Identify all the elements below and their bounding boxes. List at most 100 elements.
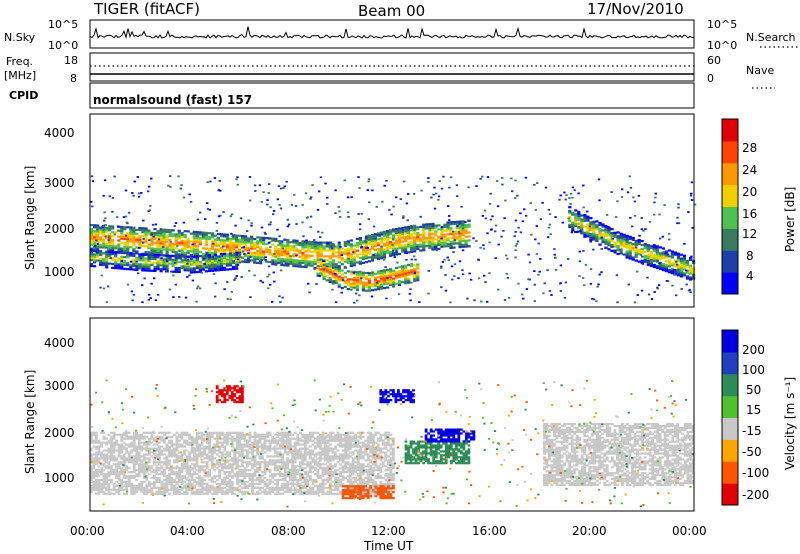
power-cell [592, 248, 595, 251]
power-cell [225, 235, 230, 238]
power-cell [271, 253, 275, 256]
power-cell [656, 259, 659, 262]
power-cell [625, 236, 629, 239]
power-cell [355, 275, 359, 278]
power-cell [235, 238, 239, 241]
power-cell [404, 236, 408, 239]
power-cell [559, 194, 562, 197]
power-cell [453, 263, 457, 266]
power-cell [235, 240, 239, 243]
power-cell [204, 247, 208, 250]
velocity-cell [122, 484, 126, 487]
power-cell [611, 238, 614, 240]
power-cell [262, 236, 266, 239]
power-cell [691, 226, 694, 229]
power-cell [410, 229, 414, 232]
power-cell [244, 260, 248, 263]
velocity-cell [132, 435, 136, 438]
power-cell [486, 176, 490, 178]
velocity-cell [190, 478, 194, 482]
power-cell [113, 175, 116, 178]
power-cell [280, 240, 284, 243]
velocity-cell [248, 451, 252, 454]
velocity-cell [230, 492, 234, 495]
velocity-cell [122, 492, 126, 495]
velocity-cell [303, 447, 307, 450]
power-cell [355, 279, 359, 282]
power-cell [340, 254, 343, 257]
power-cell [407, 193, 410, 195]
velocity-cell [220, 437, 224, 440]
power-cell [455, 220, 459, 223]
velocity-cell [241, 455, 244, 458]
velocity-cell [311, 492, 315, 495]
power-cell [403, 180, 406, 183]
velocity-cell [223, 459, 227, 462]
power-cell [655, 251, 659, 254]
power-cell [376, 242, 381, 245]
power-cell [373, 278, 378, 281]
velocity-cell [238, 478, 242, 482]
velocity-cell [286, 490, 290, 493]
power-cell [589, 227, 593, 230]
power-cell [262, 250, 266, 253]
power-cell [96, 242, 100, 245]
power-cell [247, 249, 251, 252]
velocity-cell [147, 459, 151, 462]
power-cell [613, 235, 617, 238]
power-cell [598, 273, 601, 276]
power-cell [316, 245, 320, 248]
power-cell [598, 223, 602, 226]
power-cell [416, 265, 420, 268]
velocity-cell [296, 433, 300, 436]
power-cell [330, 245, 333, 248]
velocity-cell [140, 449, 144, 452]
velocity-cell [243, 439, 247, 442]
velocity-cell [283, 490, 287, 493]
power-cell [102, 242, 106, 245]
velocity-cell [147, 431, 151, 434]
power-cell [331, 243, 334, 245]
power-cell [389, 233, 393, 236]
power-cell [307, 264, 311, 267]
velocity-cell [130, 435, 134, 438]
velocity-cell [281, 441, 285, 444]
power-cell [425, 225, 429, 228]
velocity-cell [145, 453, 149, 456]
power-cell [382, 248, 387, 251]
power-cell [361, 253, 365, 257]
power-cell [93, 245, 97, 248]
power-cell [619, 232, 623, 235]
power-cell [286, 238, 290, 242]
velocity-cell [258, 461, 262, 464]
power-cell [670, 268, 674, 271]
velocity-cell [188, 475, 191, 478]
power-cell [416, 275, 420, 278]
velocity-cell [238, 453, 242, 456]
velocity-cell [110, 467, 113, 470]
power-cell [264, 233, 267, 235]
velocity-cell [238, 484, 242, 487]
power-cell [207, 254, 211, 257]
velocity-cell [173, 488, 176, 491]
power-cell [652, 246, 656, 249]
power-cell [141, 301, 144, 304]
velocity-cell [110, 457, 113, 460]
power-cell [244, 241, 248, 244]
power-cell [663, 204, 666, 206]
power-cell [210, 269, 214, 272]
velocity-cell [150, 451, 154, 454]
power-cell [265, 242, 269, 246]
velocity-cell [248, 433, 252, 436]
power-cell [186, 246, 190, 249]
velocity-cell [233, 473, 237, 476]
power-cell [135, 240, 139, 243]
power-cell [455, 184, 459, 187]
velocity-cell [236, 435, 239, 438]
velocity-cell [220, 463, 224, 466]
power-cell [124, 215, 128, 218]
power-cell [610, 236, 614, 239]
velocity-cell [303, 455, 307, 458]
power-cell [108, 229, 112, 232]
power-cell [607, 240, 611, 243]
